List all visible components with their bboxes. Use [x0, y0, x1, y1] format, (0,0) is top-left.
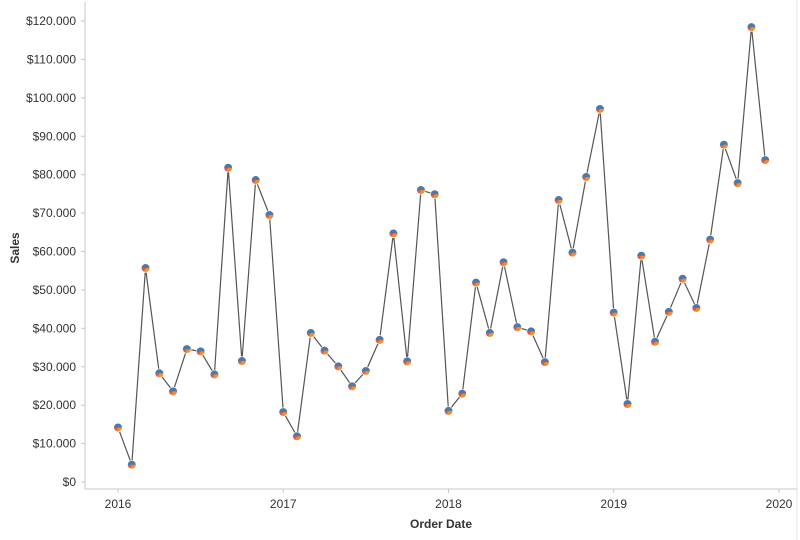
data-point	[140, 263, 151, 273]
data-point	[196, 346, 206, 356]
data-point	[636, 251, 646, 261]
data-point	[361, 366, 371, 376]
data-point	[209, 369, 219, 380]
data-point	[430, 189, 440, 199]
data-point	[113, 422, 123, 433]
data-point	[498, 257, 509, 267]
data-point	[292, 431, 302, 441]
data-point	[182, 344, 192, 354]
x-tick-label: 2018	[435, 497, 462, 511]
data-point	[154, 368, 164, 378]
y-tick-label: $30.000	[33, 360, 77, 374]
sales-series-line	[117, 27, 766, 465]
data-point	[347, 381, 357, 391]
data-point	[650, 337, 660, 347]
y-tick-label: $60.000	[33, 245, 77, 259]
x-tick-label: 2019	[600, 497, 627, 511]
x-tick-label: 2017	[270, 497, 297, 511]
x-tick-label: 2020	[766, 497, 793, 511]
data-point	[678, 274, 688, 284]
y-tick-label: $80.000	[33, 168, 77, 182]
data-point	[168, 386, 178, 396]
chart-axes	[81, 0, 798, 540]
data-point	[223, 163, 233, 173]
data-point-markers	[113, 22, 770, 470]
data-point	[554, 195, 564, 205]
data-point	[278, 407, 288, 417]
data-point	[526, 326, 536, 337]
x-axis-title: Order Date	[410, 517, 472, 531]
y-tick-label: $90.000	[33, 129, 77, 143]
data-point	[581, 172, 591, 182]
data-point	[664, 307, 674, 317]
data-point	[402, 356, 412, 366]
data-point	[388, 228, 399, 239]
y-tick-label: $120.000	[26, 14, 76, 28]
data-point	[237, 356, 247, 366]
y-axis-tick-labels: $0 $10.000 $20.000 $30.000 $40.000 $50.000 $60…	[26, 14, 76, 489]
y-axis-title: Sales	[8, 232, 22, 264]
data-point	[319, 346, 330, 356]
y-tick-label: $110.000	[27, 52, 76, 66]
data-point	[719, 140, 729, 150]
y-tick-label: $0	[63, 475, 77, 489]
data-point	[733, 178, 743, 188]
data-point	[760, 155, 770, 165]
data-point	[705, 234, 715, 245]
data-point	[512, 322, 522, 332]
data-point	[443, 406, 454, 416]
data-point	[127, 460, 137, 470]
y-tick-label: $20.000	[33, 398, 77, 412]
y-tick-label: $10.000	[33, 437, 77, 451]
data-point	[333, 361, 343, 371]
data-point	[691, 303, 701, 313]
x-axis-tick-labels: 2016 2017 2018 2019 2020	[105, 497, 793, 511]
data-point	[416, 185, 426, 195]
data-point	[609, 307, 619, 318]
y-tick-label: $40.000	[33, 321, 77, 335]
data-point	[485, 328, 495, 338]
data-point	[567, 248, 578, 258]
data-point	[264, 210, 275, 220]
x-tick-label: 2016	[105, 497, 132, 511]
data-point	[622, 399, 633, 409]
data-point	[746, 22, 757, 32]
data-point	[251, 175, 261, 185]
data-point	[306, 328, 316, 338]
data-point	[471, 278, 481, 288]
data-point	[457, 389, 467, 399]
y-tick-label: $70.000	[33, 206, 77, 220]
data-point	[540, 357, 550, 367]
data-point	[375, 335, 385, 345]
y-tick-label: $100.000	[26, 91, 76, 105]
data-point	[595, 104, 605, 114]
y-tick-label: $50.000	[33, 283, 77, 297]
